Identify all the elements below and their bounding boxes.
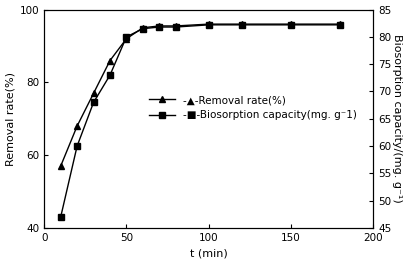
X-axis label: t (min): t (min) — [190, 248, 228, 258]
Y-axis label: Biosorption capacity/(mg. g⁻¹): Biosorption capacity/(mg. g⁻¹) — [392, 34, 402, 203]
Y-axis label: Removal rate(%): Removal rate(%) — [6, 72, 16, 166]
Legend: -▲-Removal rate(%), -■-Biosorption capacity(mg. g⁻1): -▲-Removal rate(%), -■-Biosorption capac… — [145, 91, 361, 125]
